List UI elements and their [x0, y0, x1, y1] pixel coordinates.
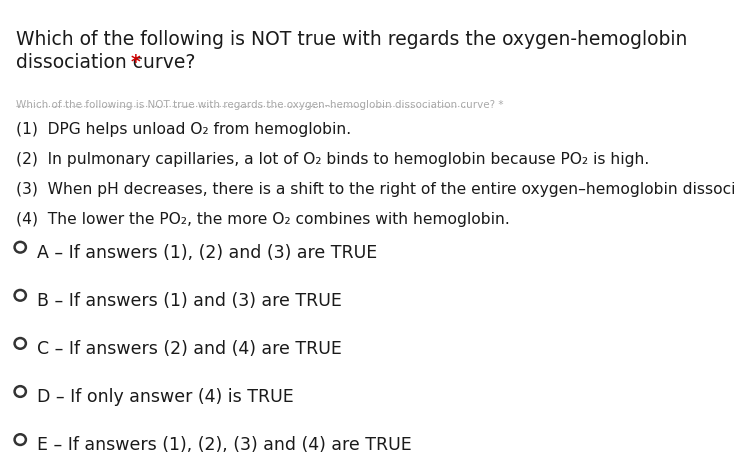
- Text: C – If answers (2) and (4) are TRUE: C – If answers (2) and (4) are TRUE: [37, 340, 341, 358]
- Text: Which of the following is NOT true with regards the oxygen–hemoglobin dissociati: Which of the following is NOT true with …: [15, 100, 503, 110]
- Text: (1)  DPG helps unload O₂ from hemoglobin.: (1) DPG helps unload O₂ from hemoglobin.: [15, 122, 351, 136]
- Text: (2)  In pulmonary capillaries, a lot of O₂ binds to hemoglobin because PO₂ is hi: (2) In pulmonary capillaries, a lot of O…: [15, 152, 649, 167]
- Text: A – If answers (1), (2) and (3) are TRUE: A – If answers (1), (2) and (3) are TRUE: [37, 244, 377, 262]
- Text: (3)  When pH decreases, there is a shift to the right of the entire oxygen–hemog: (3) When pH decreases, there is a shift …: [15, 182, 734, 197]
- Text: B – If answers (1) and (3) are TRUE: B – If answers (1) and (3) are TRUE: [37, 292, 341, 310]
- Text: D – If only answer (4) is TRUE: D – If only answer (4) is TRUE: [37, 388, 294, 406]
- Text: E – If answers (1), (2), (3) and (4) are TRUE: E – If answers (1), (2), (3) and (4) are…: [37, 436, 412, 454]
- Text: Which of the following is NOT true with regards the oxygen-hemoglobin: Which of the following is NOT true with …: [15, 30, 687, 49]
- Text: *: *: [131, 53, 141, 71]
- Text: (4)  The lower the PO₂, the more O₂ combines with hemoglobin.: (4) The lower the PO₂, the more O₂ combi…: [15, 213, 509, 228]
- Text: dissociation curve?: dissociation curve?: [15, 53, 201, 71]
